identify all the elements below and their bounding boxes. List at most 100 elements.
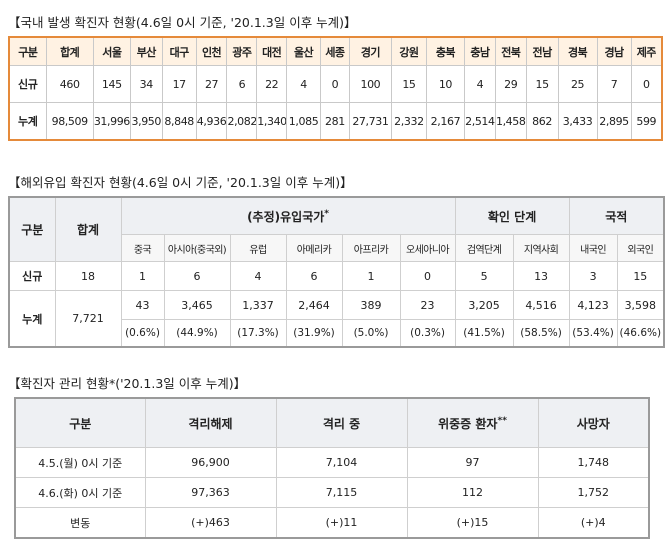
case-management-table: 구분 격리해제 격리 중 위중증 환자** 사망자 4.5.(월) 0시 기준 …: [14, 397, 650, 539]
header-cell: 제주: [630, 36, 663, 66]
header-inflow-country: (추정)유입국가*: [120, 196, 456, 235]
data-cell: 4,123: [568, 290, 618, 320]
sub-header-cell: 아메리카: [285, 234, 343, 262]
data-cell: 17: [161, 65, 197, 103]
overseas-sub-header-row: 중국 아시아(중국외) 유럽 아메리카 아프리카 오세아니아 검역단계 지역사회…: [9, 234, 665, 262]
data-cell: 98,509: [45, 102, 94, 141]
data-cell: 43: [120, 290, 165, 320]
data-cell: 15: [525, 65, 559, 103]
data-cell: (+)11: [275, 507, 408, 539]
data-cell: 862: [525, 102, 559, 141]
row-label: 4.5.(월) 0시 기준: [14, 447, 146, 478]
data-cell: 3,598: [616, 290, 665, 320]
domestic-new-row: 신규 460 145 34 17 27 6 22 4 0 100 15 10 4…: [8, 65, 663, 103]
domestic-cumulative-row: 누계 98,509 31,996 3,950 8,848 4,936 2,082…: [8, 102, 663, 141]
header-total: 합계: [54, 196, 122, 262]
overseas-section-title: 【해외유입 확진자 현황(4.6일 0시 기준, '20.1.3일 이후 누계)…: [8, 175, 353, 190]
sub-header-cell: 중국: [120, 234, 165, 262]
management-row: 4.5.(월) 0시 기준 96,900 7,104 97 1,748: [14, 447, 650, 478]
row-label: 누계: [8, 290, 56, 348]
data-cell: 2,895: [596, 102, 632, 141]
header-deaths: 사망자: [537, 397, 650, 448]
header-cell: 충북: [425, 36, 465, 66]
data-cell: 4,516: [512, 290, 570, 320]
header-critical-label: 위중증 환자: [438, 416, 498, 431]
percent-cell: (0.3%): [399, 319, 456, 348]
management-change-row: 변동 (+)463 (+)11 (+)15 (+)4: [14, 507, 650, 539]
data-cell: 3,950: [129, 102, 163, 141]
data-cell: 2,082: [226, 102, 258, 141]
data-cell: 1: [341, 261, 401, 291]
header-isolated: 격리 중: [275, 397, 408, 448]
percent-cell: (17.3%): [229, 319, 287, 348]
data-cell: 2,332: [390, 102, 427, 141]
data-cell: 27: [195, 65, 228, 103]
percent-cell: (5.0%): [341, 319, 401, 348]
data-cell: 7,721: [54, 290, 122, 348]
header-nationality: 국적: [568, 196, 665, 235]
sub-header-cell: 내국인: [568, 234, 618, 262]
data-cell: 100: [348, 65, 392, 103]
sub-header-cell: 아시아(중국외): [163, 234, 231, 262]
percent-cell: (44.9%): [163, 319, 231, 348]
data-cell: 13: [512, 261, 570, 291]
data-cell: 3: [568, 261, 618, 291]
header-cell: 대전: [256, 36, 288, 66]
overseas-group-header-row: 구분 합계 (추정)유입국가* 확인 단계 국적: [8, 196, 665, 262]
data-cell: 4: [463, 65, 496, 103]
data-cell: (+)463: [144, 507, 277, 539]
header-cell: 광주: [226, 36, 258, 66]
data-cell: (+)4: [537, 507, 650, 539]
data-cell: 4,936: [195, 102, 228, 141]
percent-cell: (58.5%): [512, 319, 570, 348]
footnote-mark: *: [324, 208, 329, 219]
data-cell: 1: [120, 261, 165, 291]
data-cell: 31,996: [92, 102, 131, 141]
data-cell: 18: [54, 261, 122, 291]
header-category: 구분: [14, 397, 146, 448]
sub-header-cell: 아프리카: [341, 234, 401, 262]
data-cell: 7,104: [275, 447, 408, 478]
percent-cell: (0.6%): [120, 319, 165, 348]
header-cell: 울산: [286, 36, 322, 66]
data-cell: 3,205: [454, 290, 514, 320]
data-cell: 281: [320, 102, 350, 141]
domestic-header-row: 구분 합계 서울 부산 대구 인천 광주 대전 울산 세종 경기 강원 충북 충…: [8, 36, 663, 66]
data-cell: 97: [406, 447, 539, 478]
row-label: 신규: [8, 261, 56, 291]
data-cell: 1,340: [256, 102, 288, 141]
data-cell: 6: [285, 261, 343, 291]
data-cell: 0: [630, 65, 663, 103]
data-cell: 0: [320, 65, 350, 103]
header-cell: 강원: [390, 36, 427, 66]
domestic-section-title: 【국내 발생 확진자 현황(4.6일 0시 기준, '20.1.3일 이후 누계…: [8, 15, 357, 30]
header-category: 구분: [8, 196, 56, 262]
header-cell: 구분: [8, 36, 47, 66]
data-cell: 6: [226, 65, 258, 103]
data-cell: (+)15: [406, 507, 539, 539]
data-cell: 0: [399, 261, 456, 291]
percent-cell: (46.6%): [616, 319, 665, 348]
header-inflow-label: (추정)유입국가: [247, 209, 325, 224]
data-cell: 4: [229, 261, 287, 291]
sub-header-cell: 유럽: [229, 234, 287, 262]
data-cell: 145: [92, 65, 131, 103]
header-cell: 경북: [557, 36, 598, 66]
data-cell: 5: [454, 261, 514, 291]
data-cell: 96,900: [144, 447, 277, 478]
row-label: 신규: [8, 65, 47, 103]
data-cell: 7,115: [275, 477, 408, 508]
percent-cell: (31.9%): [285, 319, 343, 348]
data-cell: 29: [494, 65, 527, 103]
overseas-percent-row: (0.6%) (44.9%) (17.3%) (31.9%) (5.0%) (0…: [9, 319, 665, 348]
sub-header-cell: 검역단계: [454, 234, 514, 262]
data-cell: 1,752: [537, 477, 650, 508]
data-cell: 7: [596, 65, 632, 103]
management-header-row: 구분 격리해제 격리 중 위중증 환자** 사망자: [14, 397, 650, 448]
header-cell: 부산: [129, 36, 163, 66]
header-cell: 서울: [92, 36, 131, 66]
header-cell: 충남: [463, 36, 496, 66]
data-cell: 97,363: [144, 477, 277, 508]
data-cell: 389: [341, 290, 401, 320]
percent-cell: (41.5%): [454, 319, 514, 348]
